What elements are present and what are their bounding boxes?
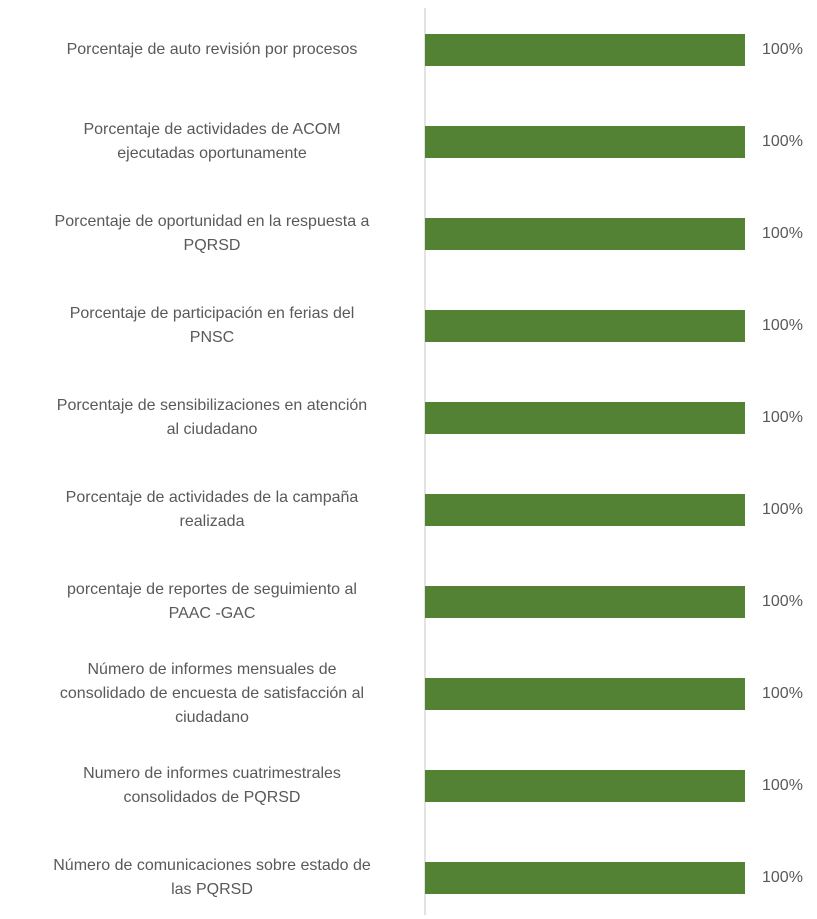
value-label: 100% [762, 501, 803, 518]
value-label: 100% [762, 225, 803, 242]
bar [425, 310, 745, 342]
category-label: Porcentaje de auto revisión por procesos [67, 41, 358, 58]
category-label: Porcentaje de sensibilizaciones en atenc… [57, 397, 367, 438]
bar [425, 678, 745, 710]
category-label: Número de informes mensuales de consolida… [60, 661, 364, 726]
bar [425, 494, 745, 526]
value-label: 100% [762, 41, 803, 58]
category-label: porcentaje de reportes de seguimiento al… [67, 581, 357, 622]
bar [425, 770, 745, 802]
value-label: 100% [762, 409, 803, 426]
value-label: 100% [762, 593, 803, 610]
bar [425, 34, 745, 66]
value-label: 100% [762, 685, 803, 702]
value-label: 100% [762, 133, 803, 150]
bar [425, 218, 745, 250]
category-label: Número de comunicaciones sobre estado de… [53, 857, 371, 898]
value-label: 100% [762, 317, 803, 334]
category-label: Porcentaje de actividades de la campaña r… [66, 489, 359, 530]
bar [425, 402, 745, 434]
bar [425, 586, 745, 618]
category-label: Porcentaje de oportunidad en la respuest… [55, 213, 370, 254]
category-label: Numero de informes cuatrimestrales consol… [83, 765, 341, 806]
bar [425, 126, 745, 158]
bar [425, 862, 745, 894]
value-label: 100% [762, 777, 803, 794]
category-label: Porcentaje de participación en ferias de… [70, 305, 355, 346]
value-label: 100% [762, 869, 803, 886]
category-label: Porcentaje de actividades de ACOM ejecuta… [83, 121, 340, 162]
